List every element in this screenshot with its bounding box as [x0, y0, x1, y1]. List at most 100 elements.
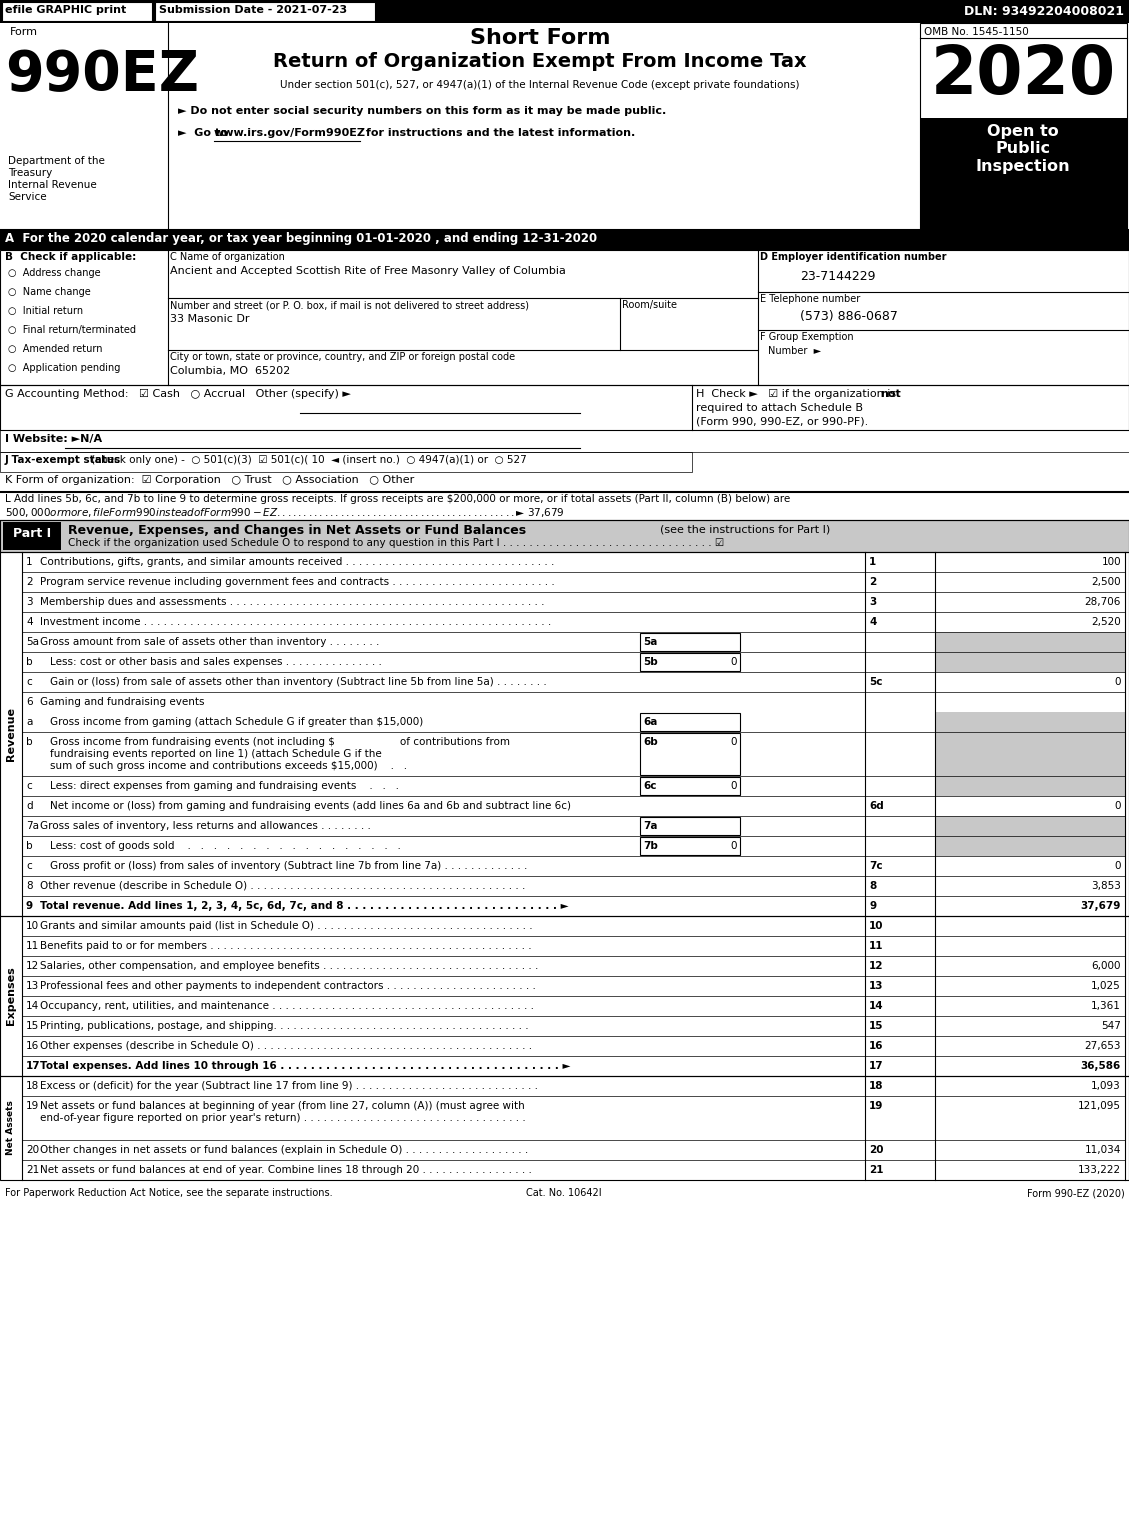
- Text: G Accounting Method:   ☑ Cash   ○ Accrual   Other (specify) ►: G Accounting Method: ☑ Cash ○ Accrual Ot…: [5, 389, 351, 399]
- Text: 133,222: 133,222: [1078, 1165, 1121, 1174]
- Text: 27,653: 27,653: [1085, 1041, 1121, 1051]
- Text: Columbia, MO  65202: Columbia, MO 65202: [170, 366, 290, 376]
- Text: 20: 20: [26, 1145, 40, 1154]
- Text: not: not: [879, 389, 901, 399]
- Text: 5a: 5a: [26, 637, 40, 647]
- Text: 4: 4: [26, 617, 33, 628]
- Text: 28,706: 28,706: [1085, 597, 1121, 608]
- Text: c: c: [26, 676, 32, 687]
- Text: 8: 8: [26, 881, 33, 890]
- Text: 5c: 5c: [869, 676, 883, 687]
- Text: 0: 0: [730, 738, 737, 747]
- Text: c: c: [26, 861, 32, 870]
- Text: 0: 0: [730, 780, 737, 791]
- Text: 17: 17: [869, 1061, 884, 1070]
- Text: 21: 21: [26, 1165, 40, 1174]
- Text: (see the instructions for Part I): (see the instructions for Part I): [660, 524, 830, 534]
- Bar: [640, 634, 739, 651]
- Text: J Tax-exempt status: J Tax-exempt status: [5, 455, 121, 466]
- Text: 6d: 6d: [869, 802, 884, 811]
- Text: 10: 10: [869, 921, 884, 931]
- Bar: [2, 2, 152, 21]
- Text: ○  Application pending: ○ Application pending: [8, 363, 121, 373]
- Bar: [920, 38, 1127, 118]
- Text: (check only one) -  ○ 501(c)(3)  ☑ 501(c)( 10  ◄ (insert no.)  ○ 4947(a)(1) or  : (check only one) - ○ 501(c)(3) ☑ 501(c)(…: [88, 455, 527, 466]
- Text: Gross income from gaming (attach Schedule G if greater than $15,000): Gross income from gaming (attach Schedul…: [50, 718, 423, 727]
- Text: 6c: 6c: [644, 780, 656, 791]
- Bar: [3, 522, 61, 550]
- Text: 7a: 7a: [26, 822, 40, 831]
- Bar: [0, 231, 1129, 250]
- Text: 12: 12: [869, 960, 884, 971]
- Bar: [920, 118, 1127, 231]
- Text: sum of such gross income and contributions exceeds $15,000)    .   .: sum of such gross income and contributio…: [50, 760, 408, 771]
- Text: 18: 18: [26, 1081, 40, 1090]
- Bar: [640, 777, 739, 796]
- Text: 0: 0: [730, 841, 737, 851]
- Text: OMB No. 1545-1150: OMB No. 1545-1150: [924, 27, 1029, 37]
- Text: Form 990-EZ (2020): Form 990-EZ (2020): [1027, 1188, 1124, 1199]
- Text: Service: Service: [8, 192, 46, 202]
- Text: Under section 501(c), 527, or 4947(a)(1) of the Internal Revenue Code (except pr: Under section 501(c), 527, or 4947(a)(1)…: [280, 79, 799, 90]
- Text: Check if the organization used Schedule O to respond to any question in this Par: Check if the organization used Schedule …: [68, 538, 724, 548]
- Text: Expenses: Expenses: [6, 967, 16, 1025]
- Text: d: d: [26, 802, 33, 811]
- Text: efile GRAPHIC print: efile GRAPHIC print: [5, 5, 126, 15]
- Text: (573) 886-0687: (573) 886-0687: [800, 310, 898, 324]
- Text: 13: 13: [869, 980, 884, 991]
- Text: Submission Date - 2021-07-23: Submission Date - 2021-07-23: [159, 5, 347, 15]
- Text: Part I: Part I: [12, 527, 51, 541]
- Text: Net assets or fund balances at beginning of year (from line 27, column (A)) (mus: Net assets or fund balances at beginning…: [40, 1101, 525, 1112]
- Text: 11: 11: [869, 941, 884, 951]
- Text: 2,520: 2,520: [1092, 617, 1121, 628]
- Bar: [0, 551, 1129, 916]
- Text: required to attach Schedule B: required to attach Schedule B: [695, 403, 863, 412]
- Text: 5b: 5b: [644, 657, 658, 667]
- Text: b: b: [26, 657, 33, 667]
- Text: 16: 16: [26, 1041, 40, 1051]
- Text: Excess or (deficit) for the year (Subtract line 17 from line 9) . . . . . . . . : Excess or (deficit) for the year (Subtra…: [40, 1081, 539, 1090]
- Text: Open to
Public
Inspection: Open to Public Inspection: [975, 124, 1070, 174]
- Bar: [0, 916, 1129, 1077]
- Text: Professional fees and other payments to independent contractors . . . . . . . . : Professional fees and other payments to …: [40, 980, 536, 991]
- Text: www.irs.gov/Form990EZ: www.irs.gov/Form990EZ: [215, 128, 366, 137]
- Text: 14: 14: [869, 1002, 884, 1011]
- Text: Benefits paid to or for members . . . . . . . . . . . . . . . . . . . . . . . . : Benefits paid to or for members . . . . …: [40, 941, 532, 951]
- Text: 17: 17: [26, 1061, 41, 1070]
- Text: 18: 18: [869, 1081, 884, 1090]
- Bar: [935, 835, 1124, 857]
- Text: 7b: 7b: [644, 841, 658, 851]
- Text: 33 Masonic Dr: 33 Masonic Dr: [170, 315, 250, 324]
- Text: 0: 0: [1114, 676, 1121, 687]
- Bar: [935, 632, 1124, 652]
- Text: 1,093: 1,093: [1092, 1081, 1121, 1090]
- Text: 23-7144229: 23-7144229: [800, 270, 875, 282]
- Text: 11,034: 11,034: [1085, 1145, 1121, 1154]
- Text: A  For the 2020 calendar year, or tax year beginning 01-01-2020 , and ending 12-: A For the 2020 calendar year, or tax yea…: [5, 232, 597, 244]
- Text: 13: 13: [26, 980, 40, 991]
- Text: Number  ►: Number ►: [768, 347, 821, 356]
- Text: 2,500: 2,500: [1092, 577, 1121, 586]
- Text: L Add lines 5b, 6c, and 7b to line 9 to determine gross receipts. If gross recei: L Add lines 5b, 6c, and 7b to line 9 to …: [5, 495, 790, 504]
- Text: 100: 100: [1102, 557, 1121, 567]
- Text: Net income or (loss) from gaming and fundraising events (add lines 6a and 6b and: Net income or (loss) from gaming and fun…: [50, 802, 571, 811]
- Text: b: b: [26, 738, 33, 747]
- Text: 1,361: 1,361: [1091, 1002, 1121, 1011]
- Text: Gross amount from sale of assets other than inventory . . . . . . . .: Gross amount from sale of assets other t…: [40, 637, 379, 647]
- Bar: [0, 472, 1129, 492]
- Text: Occupancy, rent, utilities, and maintenance . . . . . . . . . . . . . . . . . . : Occupancy, rent, utilities, and maintena…: [40, 1002, 534, 1011]
- Bar: [640, 817, 739, 835]
- Text: Return of Organization Exempt From Income Tax: Return of Organization Exempt From Incom…: [273, 52, 807, 70]
- Text: K Form of organization:  ☑ Corporation   ○ Trust   ○ Association   ○ Other: K Form of organization: ☑ Corporation ○ …: [5, 475, 414, 486]
- Text: Net assets or fund balances at end of year. Combine lines 18 through 20 . . . . : Net assets or fund balances at end of ye…: [40, 1165, 532, 1174]
- Text: 12: 12: [26, 960, 40, 971]
- Bar: [640, 713, 739, 731]
- Text: 3: 3: [869, 597, 876, 608]
- Text: 0: 0: [1114, 861, 1121, 870]
- Text: 14: 14: [26, 1002, 40, 1011]
- Bar: [640, 654, 739, 670]
- Text: Gross income from fundraising events (not including $                    of cont: Gross income from fundraising events (no…: [50, 738, 510, 747]
- Text: Investment income . . . . . . . . . . . . . . . . . . . . . . . . . . . . . . . : Investment income . . . . . . . . . . . …: [40, 617, 551, 628]
- Text: b: b: [26, 841, 33, 851]
- Text: C Name of organization: C Name of organization: [170, 252, 285, 263]
